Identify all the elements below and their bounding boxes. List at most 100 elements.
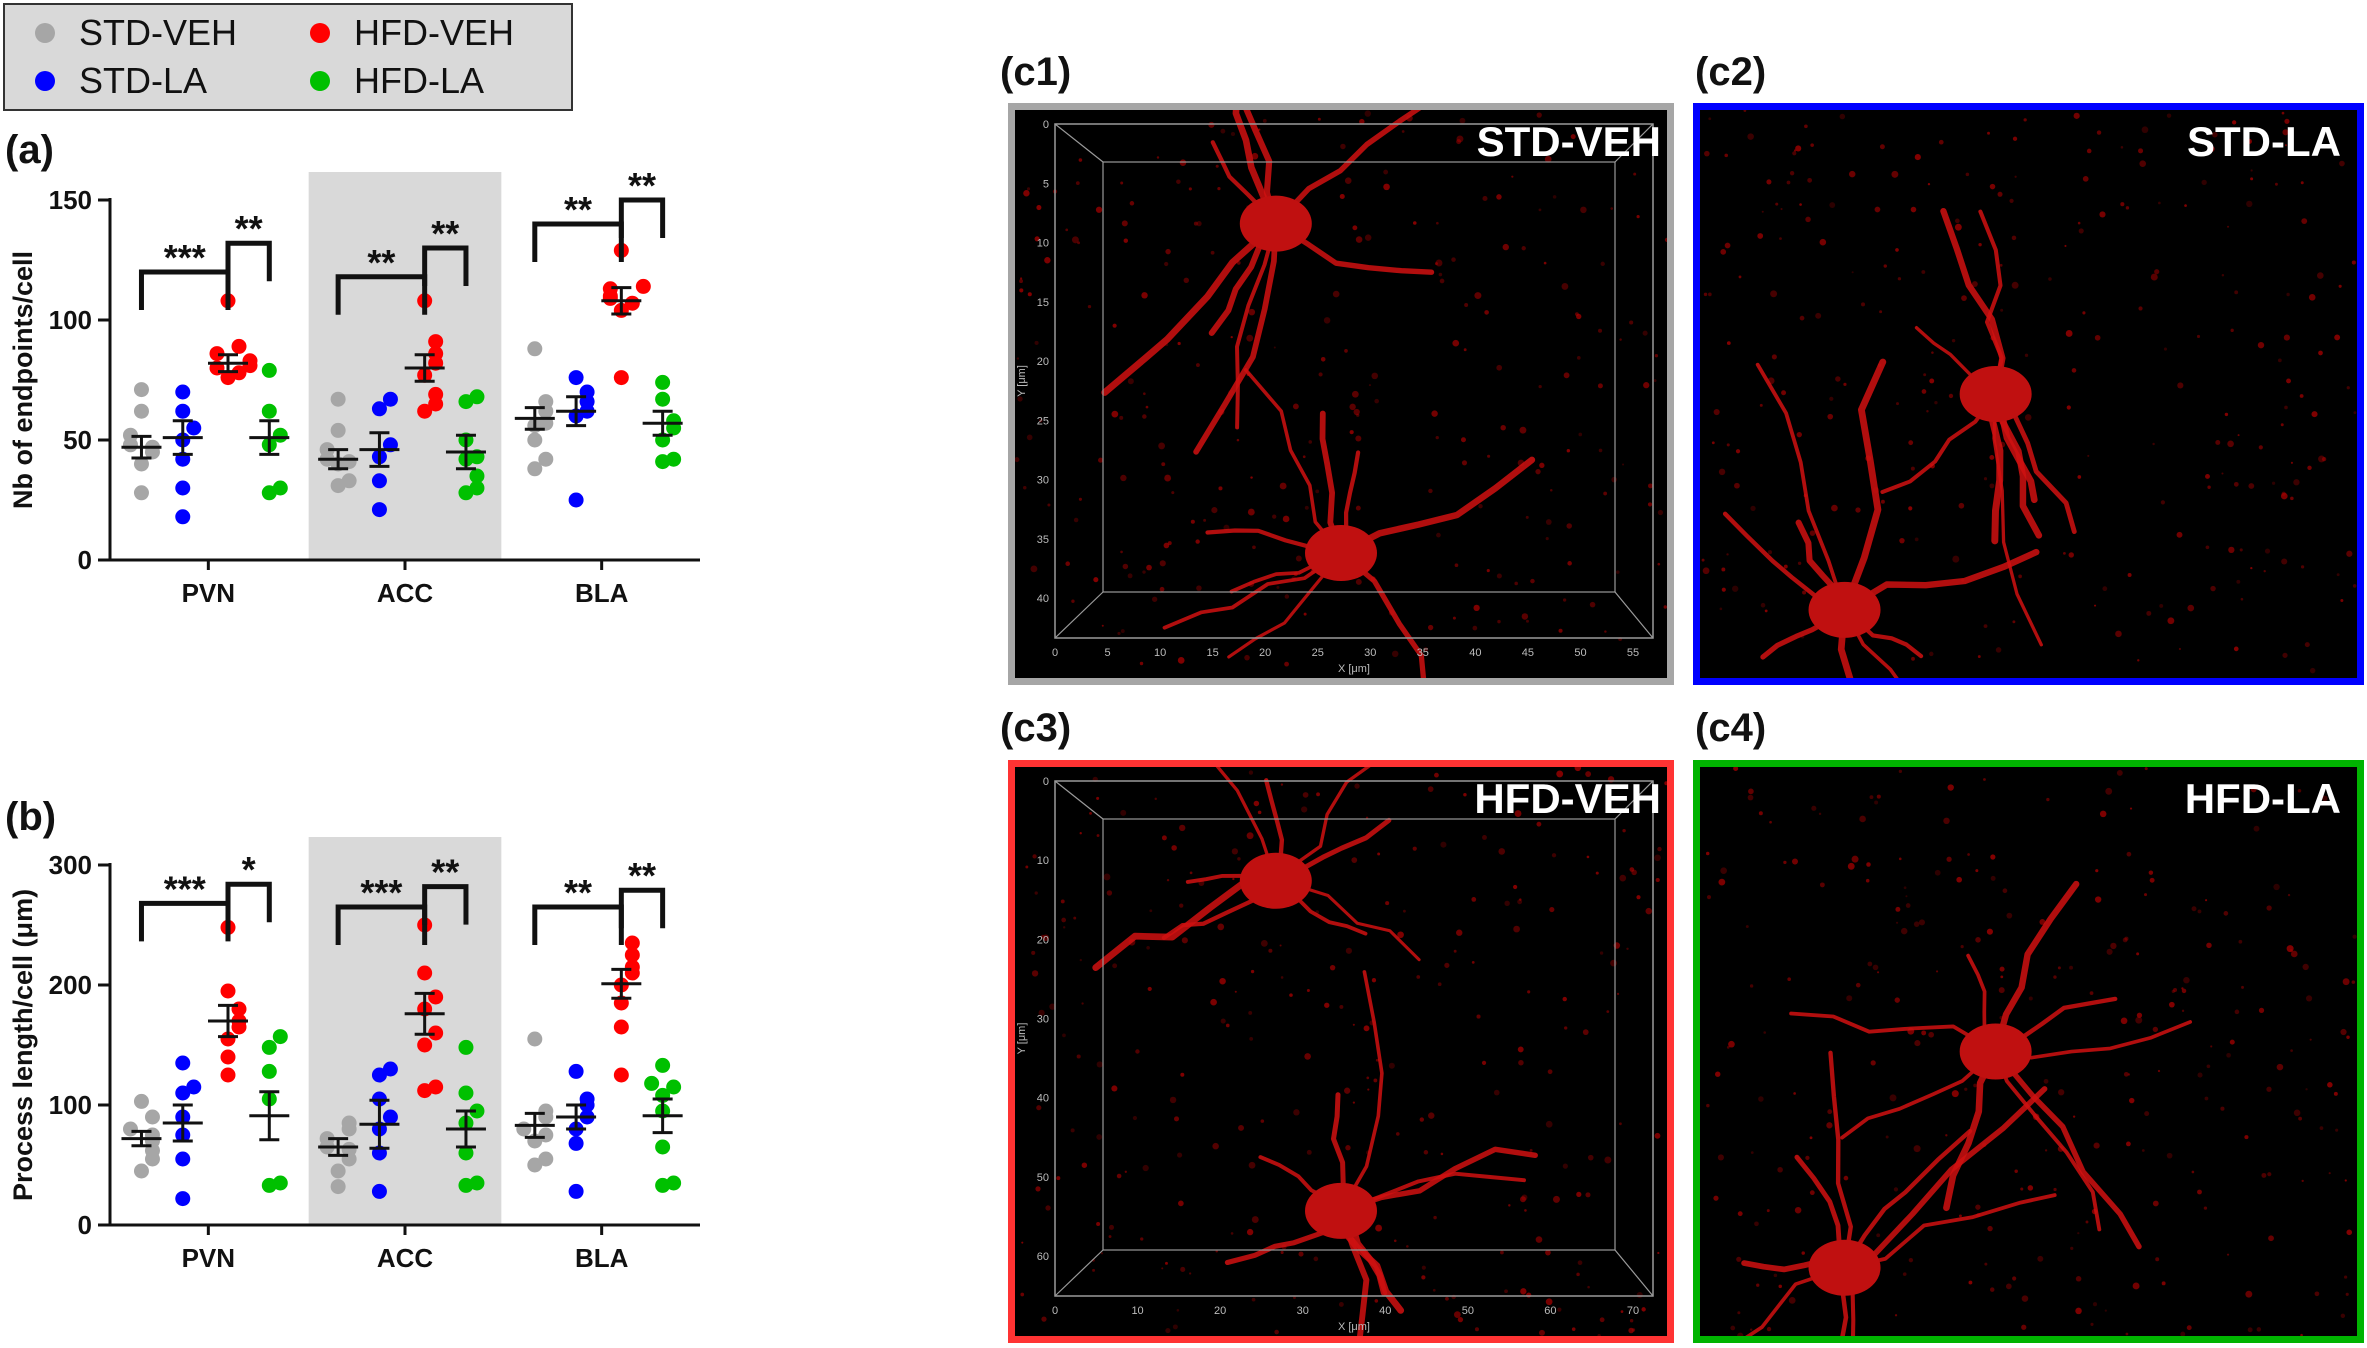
speckle xyxy=(2328,1172,2331,1175)
speckle xyxy=(2352,584,2357,588)
speckle xyxy=(2086,148,2092,154)
speckle xyxy=(1293,1296,1296,1300)
axis-tick-label: 25 xyxy=(1312,647,1324,659)
speckle xyxy=(1332,290,1340,298)
speckle xyxy=(1393,1239,1397,1243)
speckle xyxy=(1317,117,1321,121)
speckle xyxy=(1576,356,1581,360)
speckle xyxy=(1745,925,1749,928)
data-point xyxy=(341,473,357,489)
micrograph-title: STD-LA xyxy=(2187,118,2341,165)
speckle xyxy=(1076,1054,1081,1059)
data-point xyxy=(272,1029,288,1045)
axis-tick-label: 10 xyxy=(1131,1305,1143,1317)
speckle xyxy=(2305,1088,2308,1091)
speckle xyxy=(1217,923,1225,931)
speckle xyxy=(1435,259,1443,267)
axis-tick-label: 0 xyxy=(1043,776,1049,788)
speckle xyxy=(1127,573,1133,579)
speckle xyxy=(1120,181,1124,185)
data-point xyxy=(635,278,651,294)
axis-tick-label: 30 xyxy=(1037,1014,1049,1026)
data-point xyxy=(624,947,640,963)
speckle xyxy=(1215,1249,1219,1253)
speckle xyxy=(1927,183,1931,186)
speckle xyxy=(1547,1069,1553,1075)
speckle xyxy=(2197,909,2202,914)
cell-process xyxy=(1101,220,1280,396)
speckle xyxy=(1352,225,1358,231)
speckle xyxy=(1626,947,1629,950)
y-tick-label: 50 xyxy=(63,425,92,455)
speckle xyxy=(1521,613,1529,620)
speckle xyxy=(1526,619,1529,623)
speckle xyxy=(1851,855,1859,863)
speckle xyxy=(1484,310,1489,315)
data-point xyxy=(417,965,433,981)
speckle xyxy=(1797,561,1802,565)
speckle xyxy=(1129,201,1135,206)
speckle xyxy=(1535,1236,1543,1243)
axis-tick-label: 35 xyxy=(1417,647,1429,659)
speckle xyxy=(1855,982,1861,988)
panel-c4-label: (c4) xyxy=(1695,706,1767,750)
speckle xyxy=(1079,832,1082,835)
speckle xyxy=(1177,1152,1183,1158)
speckle xyxy=(2064,244,2067,247)
speckle xyxy=(1220,1018,1226,1024)
speckle xyxy=(1500,424,1506,431)
speckle xyxy=(1019,279,1023,284)
axis-tick-label: 10 xyxy=(1154,647,1166,659)
speckle xyxy=(1282,515,1290,523)
speckle xyxy=(1706,895,1712,900)
speckle xyxy=(1250,969,1255,974)
speckle xyxy=(2227,225,2230,228)
speckle xyxy=(1946,856,1952,862)
speckle xyxy=(1339,1004,1344,1009)
cell-process xyxy=(1840,1049,1998,1140)
data-point xyxy=(568,1135,584,1151)
speckle xyxy=(1385,901,1390,906)
speckle xyxy=(1951,338,1956,343)
speckle xyxy=(2239,548,2243,552)
speckle xyxy=(2009,198,2014,203)
speckle xyxy=(1897,277,1902,281)
speckle xyxy=(2099,211,2106,218)
speckle xyxy=(1504,1289,1508,1294)
speckle xyxy=(1874,206,1881,213)
speckle xyxy=(1789,170,1795,176)
speckle xyxy=(1951,1090,1959,1098)
speckle xyxy=(1248,1010,1253,1015)
significance-bracket xyxy=(225,881,272,923)
speckle xyxy=(2342,978,2350,986)
speckle xyxy=(2273,883,2280,891)
speckle xyxy=(1217,187,1221,191)
data-point xyxy=(538,1151,554,1167)
speckle xyxy=(1779,237,1782,240)
shaded-region xyxy=(308,837,502,1225)
speckle xyxy=(1599,1317,1605,1323)
speckle xyxy=(2166,1152,2173,1159)
speckle xyxy=(2096,130,2102,135)
speckle xyxy=(1166,878,1170,882)
speckle xyxy=(1923,373,1927,377)
data-point xyxy=(133,1163,149,1179)
speckle xyxy=(1586,855,1590,859)
speckle xyxy=(1793,1092,1796,1095)
speckle xyxy=(1042,934,1050,942)
speckle xyxy=(2221,472,2224,475)
speckle xyxy=(1648,483,1653,489)
speckle xyxy=(2012,620,2016,624)
speckle xyxy=(1664,237,1667,242)
speckle xyxy=(1986,928,1993,935)
speckle xyxy=(1948,393,1954,399)
data-point xyxy=(458,1085,474,1101)
speckle xyxy=(2116,769,2123,776)
panel-c2-label: (c2) xyxy=(1695,50,1767,94)
speckle xyxy=(1708,292,1712,297)
speckle xyxy=(2321,456,2327,462)
speckle xyxy=(1339,193,1345,199)
axis-tick-label: 50 xyxy=(1574,647,1586,659)
speckle xyxy=(2037,1255,2044,1262)
speckle xyxy=(1657,562,1661,566)
